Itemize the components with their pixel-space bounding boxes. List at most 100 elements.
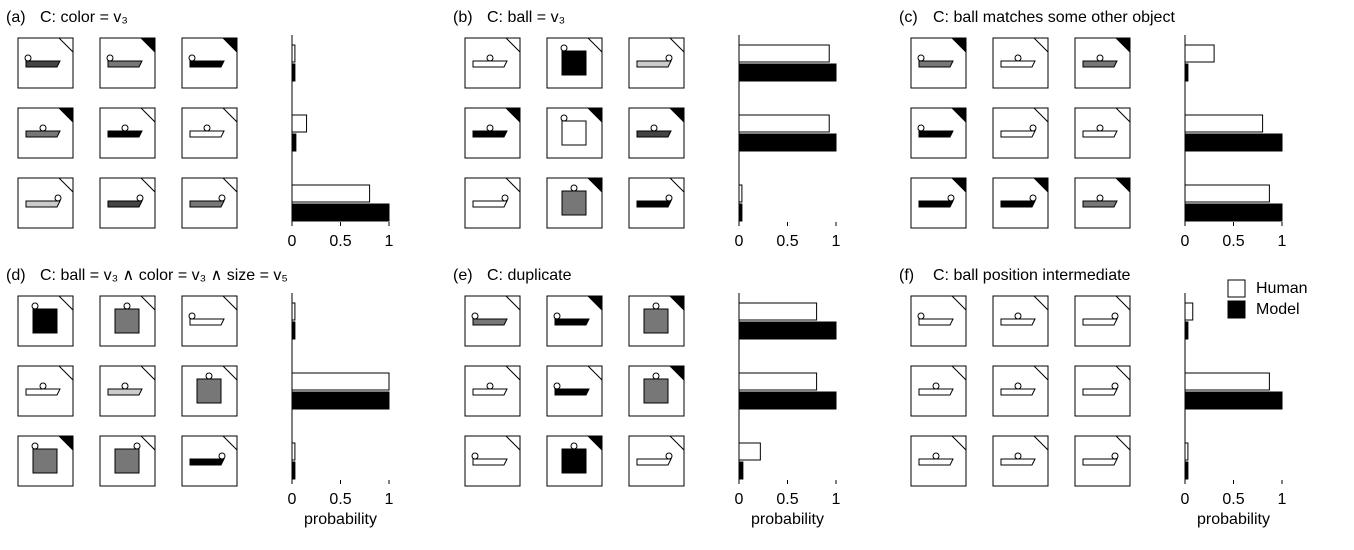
object (554, 388, 590, 396)
ball (665, 452, 673, 460)
legend-label: Human (1256, 280, 1308, 297)
ball (121, 124, 129, 132)
ball (553, 312, 561, 320)
object (636, 458, 672, 466)
bar (738, 321, 837, 340)
thumbnail-corner (57, 107, 74, 124)
thumbnail-corner (1114, 177, 1131, 194)
bar (738, 44, 830, 63)
x-tick-label: 0 (735, 491, 744, 508)
ball (501, 194, 509, 202)
panel-label: (d) (6, 267, 26, 284)
ball (1014, 54, 1022, 62)
legend-label: Model (1256, 301, 1300, 318)
bar (1184, 442, 1189, 461)
ball (205, 372, 213, 380)
panel-label: (f) (899, 267, 914, 284)
bar (1184, 63, 1189, 82)
legend-swatch (1227, 300, 1246, 319)
object (189, 458, 225, 466)
thumbnail-corner (504, 37, 521, 54)
thumbnail-corner (221, 365, 238, 382)
thumbnail-corner (586, 365, 603, 382)
object (1000, 388, 1036, 396)
thumbnail-corner (139, 177, 156, 194)
ball (1029, 194, 1037, 202)
bar (738, 203, 743, 222)
thumbnail-corner (668, 177, 685, 194)
object (1000, 458, 1036, 466)
thumbnail-corner (221, 295, 238, 312)
ball (553, 382, 561, 390)
ball (188, 312, 196, 320)
x-tick-label: 0 (1181, 491, 1190, 508)
thumbnail-corner (950, 435, 967, 452)
panel-title: C: ball = v₃ ∧ color = v₃ ∧ size = v₅ (40, 267, 288, 284)
ball (652, 302, 660, 310)
object (918, 60, 954, 68)
x-tick-label: 1 (832, 491, 841, 508)
ball (917, 312, 925, 320)
thumbnail-corner (668, 435, 685, 452)
object (1082, 200, 1118, 208)
bar (291, 321, 296, 340)
object (114, 308, 140, 334)
bar (291, 184, 371, 203)
bar (291, 372, 390, 391)
thumbnail-corner (950, 365, 967, 382)
ball (1096, 54, 1104, 62)
x-tick-label: 1 (1278, 233, 1287, 250)
bar (1184, 203, 1283, 222)
object (1000, 60, 1036, 68)
panel-title: C: ball position intermediate (933, 267, 1131, 284)
bar (1184, 321, 1189, 340)
thumbnail-corner (1032, 435, 1049, 452)
bar (738, 114, 830, 133)
bar (1184, 372, 1270, 391)
bar (738, 391, 837, 410)
x-tick-label: 1 (385, 491, 394, 508)
bar (738, 63, 837, 82)
thumbnail-corner (586, 37, 603, 54)
object (1000, 200, 1036, 208)
x-axis-label: probability (1197, 511, 1270, 528)
object (472, 318, 508, 326)
ball (932, 452, 940, 460)
thumbnail-corner (221, 435, 238, 452)
bar (291, 63, 296, 82)
thumbnail-corner (57, 435, 74, 452)
object (32, 308, 58, 334)
ball (665, 194, 673, 202)
thumbnail-corner (57, 177, 74, 194)
bar (1184, 133, 1283, 152)
ball (917, 124, 925, 132)
object (196, 378, 222, 404)
object (918, 130, 954, 138)
bar (291, 114, 308, 133)
bar (738, 372, 818, 391)
ball (218, 452, 226, 460)
object (636, 200, 672, 208)
thumbnail-corner (1114, 435, 1131, 452)
object (189, 318, 225, 326)
x-tick-label: 0 (288, 491, 297, 508)
object (107, 388, 143, 396)
object (107, 130, 143, 138)
x-axis-label: probability (751, 511, 824, 528)
ball (560, 44, 568, 52)
ball (570, 442, 578, 450)
x-tick-label: 1 (385, 233, 394, 250)
thumbnail-corner (586, 295, 603, 312)
bar (291, 391, 390, 410)
object (472, 458, 508, 466)
ball (1111, 312, 1119, 320)
thumbnail-corner (1114, 295, 1131, 312)
object (636, 60, 672, 68)
object (189, 60, 225, 68)
ball (1111, 382, 1119, 390)
ball (1014, 312, 1022, 320)
panel-label: (a) (6, 9, 26, 26)
thumbnail-corner (586, 107, 603, 124)
panel-title: C: color = v₃ (40, 9, 128, 26)
bar (738, 442, 761, 461)
